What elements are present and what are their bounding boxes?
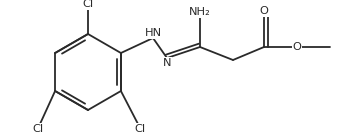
Text: N: N (163, 58, 171, 68)
Text: HN: HN (144, 28, 162, 38)
Text: NH₂: NH₂ (189, 7, 211, 17)
Text: Cl: Cl (82, 0, 94, 9)
Text: O: O (260, 6, 268, 16)
Text: Cl: Cl (134, 124, 146, 134)
Text: Cl: Cl (32, 124, 44, 134)
Text: O: O (293, 42, 301, 52)
